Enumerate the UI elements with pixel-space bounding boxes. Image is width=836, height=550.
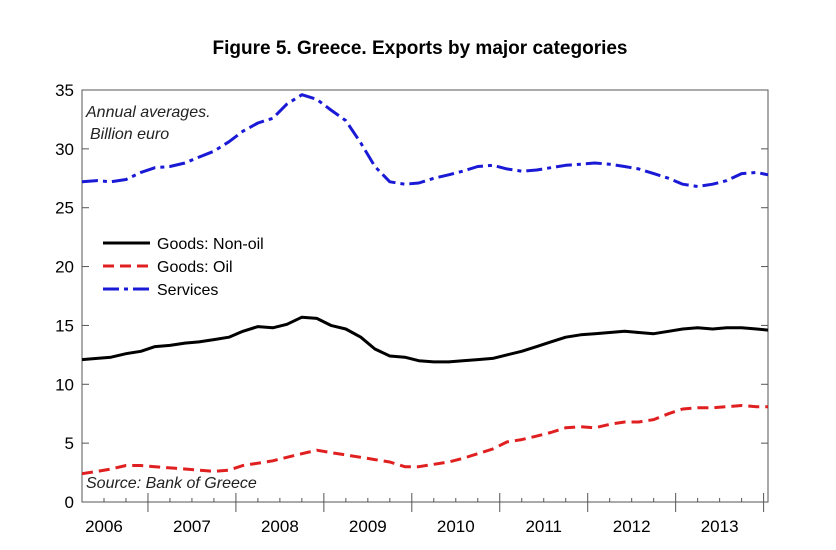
chart-title: Figure 5. Greece. Exports by major categ… [213,38,628,59]
y-tick-label: 25 [55,199,74,218]
x-tick-label: 2011 [525,517,562,536]
plot-frame [81,89,769,503]
y-tick-label: 35 [55,81,74,100]
legend-label: Goods: Oil [157,259,233,276]
source-note: Source: Bank of Greece [86,475,257,492]
series-line-2 [81,404,768,476]
y-tick-label: 20 [55,258,74,277]
x-tick-label: 2009 [349,517,387,536]
legend-label: Goods: Non-oil [157,236,264,253]
y-tick-label: 5 [65,434,74,453]
y-tick-label: 0 [65,493,74,512]
x-tick-label: 2010 [437,517,475,536]
subtitle-line-2: Billion euro [90,126,169,143]
series-line-1 [81,315,769,364]
x-axis: 2006 2007 2008 2009 2010 2011 2012 2013 [81,493,765,536]
subtitle-line-1: Annual averages. [85,104,211,121]
x-tick-label: 2006 [85,517,123,536]
y-tick-label: 30 [55,140,74,159]
y-tick-label: 10 [55,375,74,394]
y-tick-label: 15 [55,316,74,335]
y-axis: 0 5 10 15 20 25 30 35 [55,81,768,512]
x-tick-label: 2012 [613,517,651,536]
series-line-3 [81,93,769,188]
legend-label: Services [157,282,218,299]
legend: Goods: Non-oil Goods: Oil Services [103,236,264,299]
series-lines [81,93,769,476]
x-tick-label: 2013 [701,517,739,536]
x-tick-label: 2007 [173,517,211,536]
x-tick-label: 2008 [261,517,299,536]
